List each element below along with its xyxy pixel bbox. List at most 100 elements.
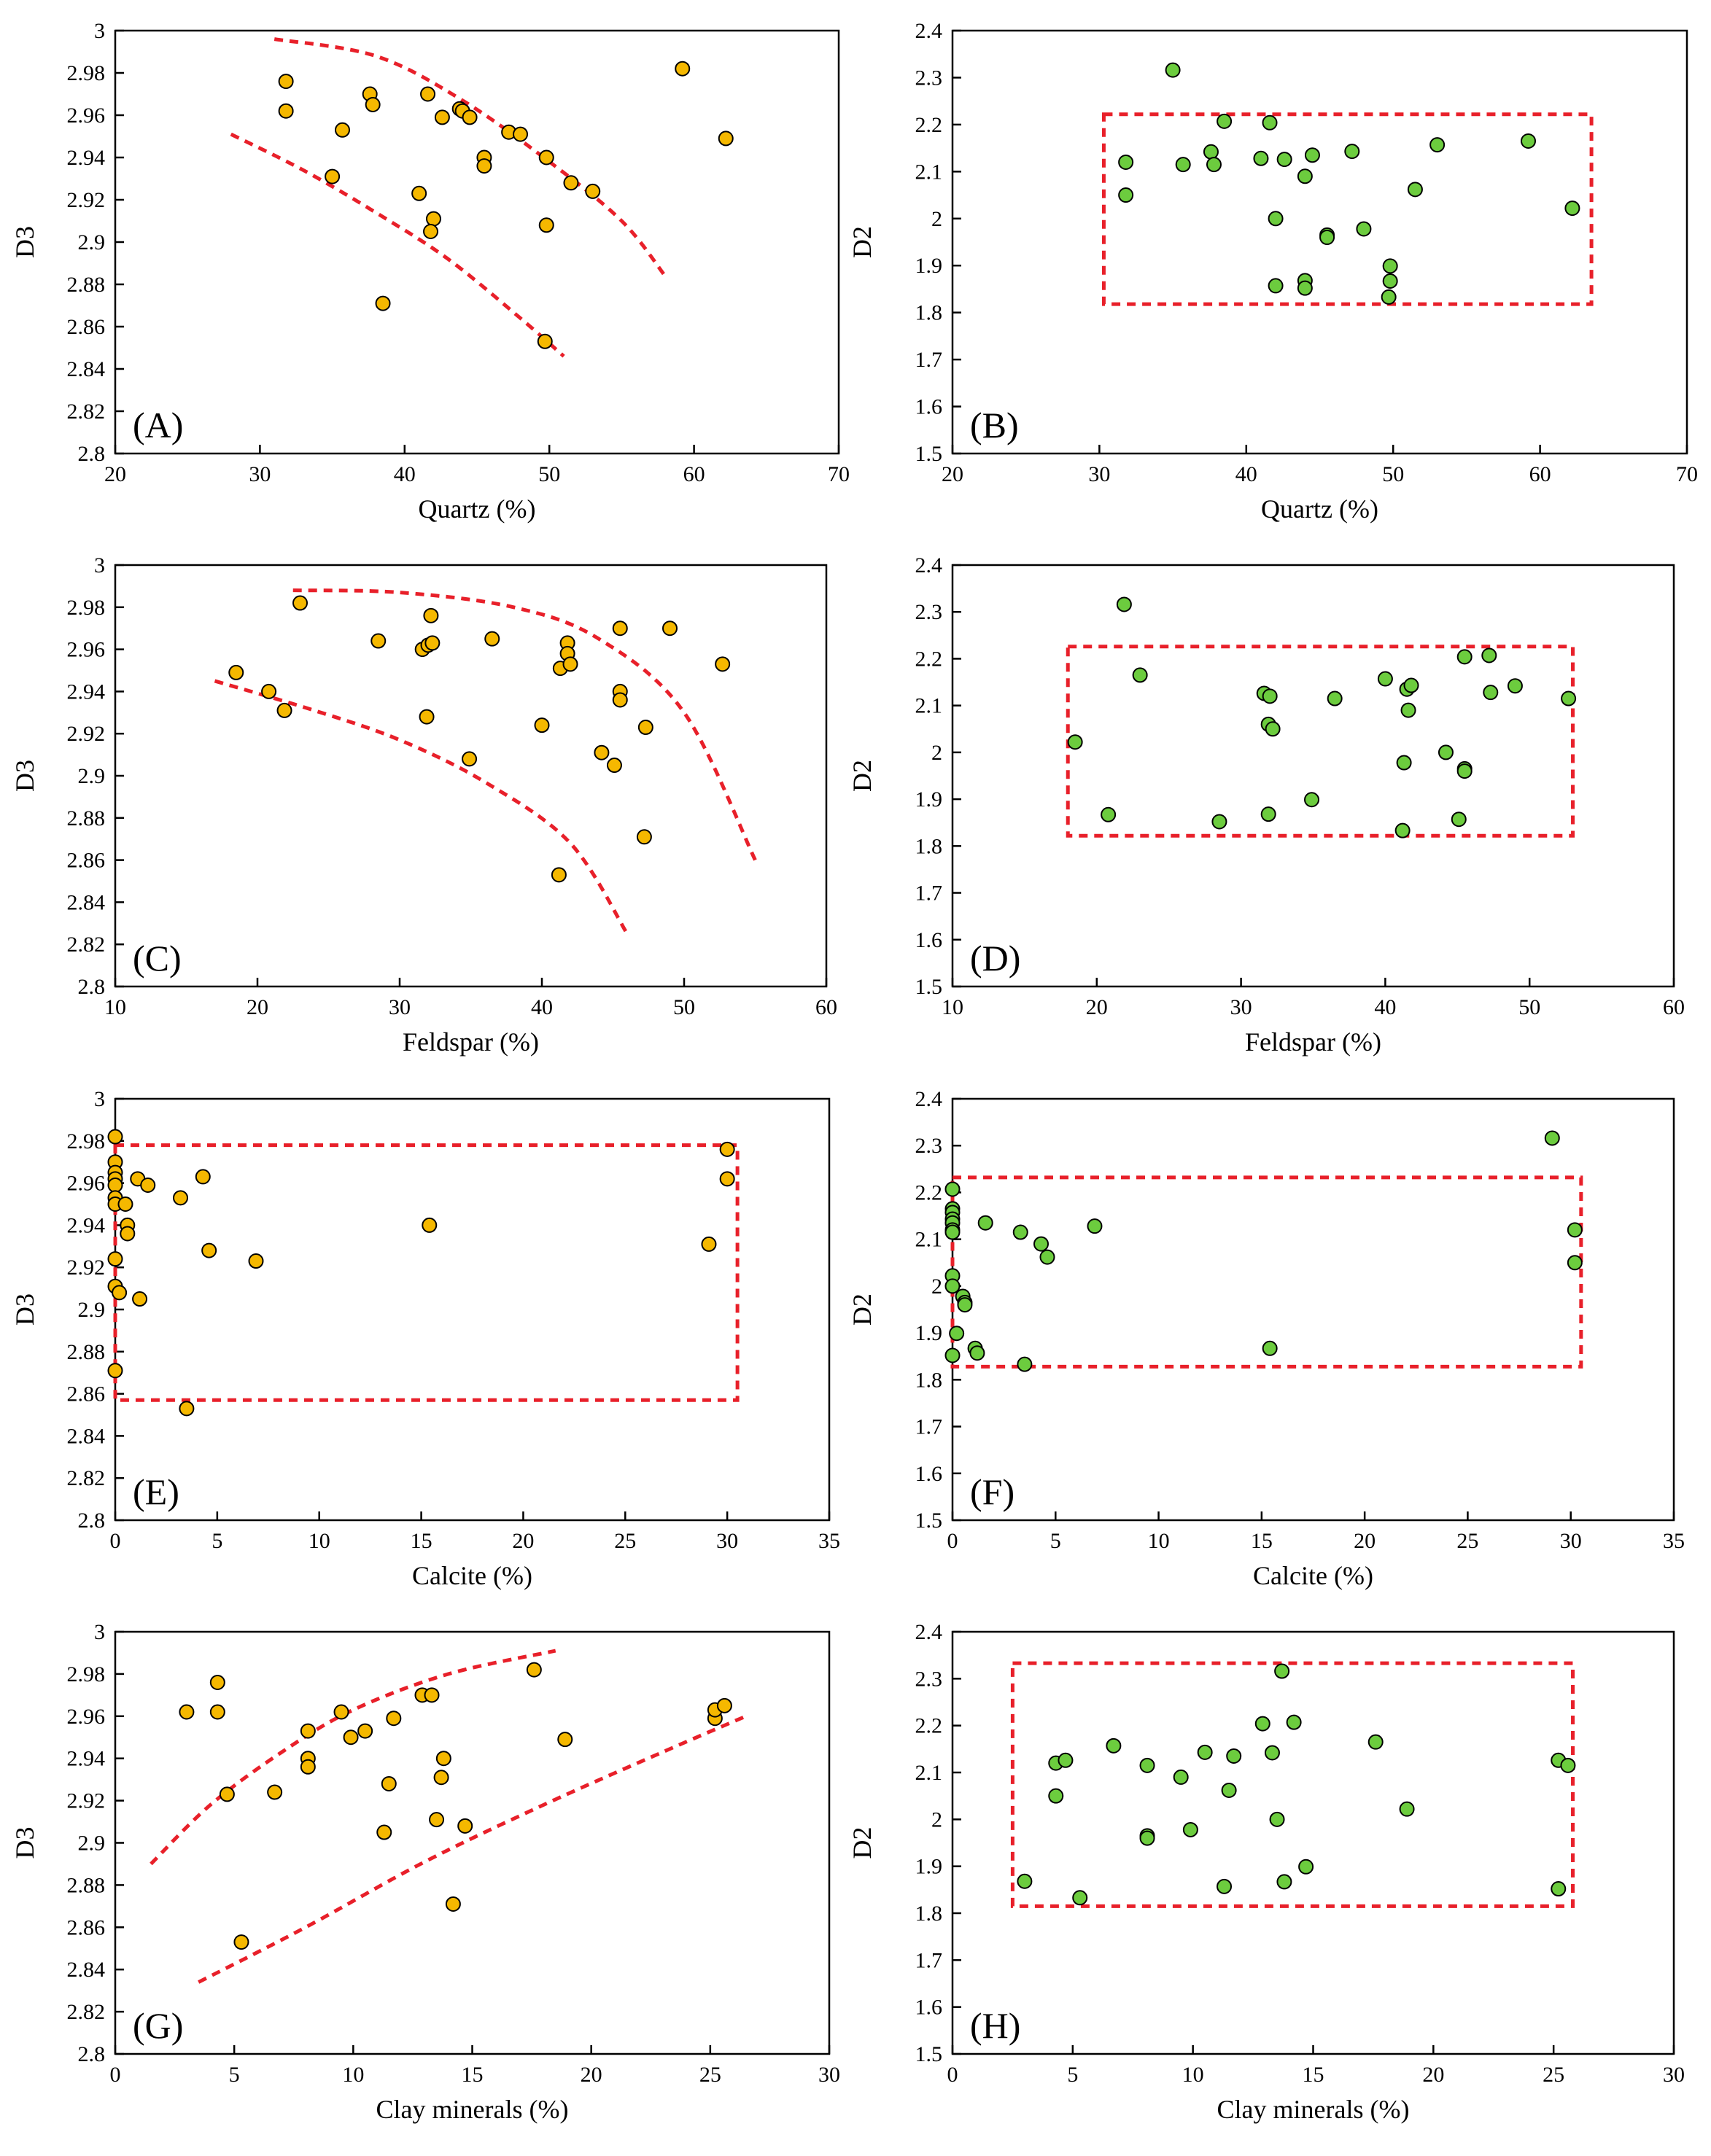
y-tick-label: 2.82 [67, 400, 106, 424]
y-tick-label: 2.8 [78, 2042, 106, 2066]
data-point [1381, 289, 1397, 305]
data-point [343, 1729, 359, 1746]
panel-label: (B) [970, 405, 1019, 445]
x-tick-label: 20 [512, 1529, 534, 1553]
dashed-region-box [950, 1175, 1583, 1369]
x-tick-label: 25 [1456, 1529, 1478, 1553]
y-tick-label: 2.92 [67, 188, 106, 212]
x-tick-label: 10 [342, 2063, 364, 2087]
y-tick-label: 2.2 [915, 1180, 943, 1205]
data-point [1438, 744, 1454, 760]
data-point [719, 1171, 735, 1187]
data-point [1217, 1878, 1233, 1894]
y-tick-label: 1.9 [915, 254, 943, 278]
plot-frame [114, 564, 828, 988]
x-axis-label: Feldspar (%) [403, 1027, 539, 1056]
x-tick-label: 70 [1676, 462, 1698, 486]
data-point [944, 1278, 961, 1294]
x-tick-label: 0 [947, 2063, 958, 2087]
data-point [375, 295, 391, 311]
x-tick-label: 15 [1251, 1529, 1273, 1553]
y-tick-label: 2.8 [78, 1509, 106, 1533]
data-point [1118, 187, 1134, 203]
y-axis-label: D2 [847, 1293, 877, 1326]
y-tick-label: 2.9 [78, 230, 106, 254]
x-tick-label: 40 [1235, 462, 1257, 486]
data-point [386, 1711, 402, 1727]
x-tick-label: 50 [538, 462, 560, 486]
data-point [957, 1297, 973, 1313]
data-point [1175, 157, 1191, 173]
data-point [1058, 1752, 1074, 1768]
y-axis-label: D3 [10, 1293, 39, 1326]
chart-panel-6: 0 5 10 15 20 25 30 35 1.5 1.6 1.7 1.8 1.9 2 2.1 2.2 2.3 2… [847, 1087, 1685, 1590]
data-point [267, 1784, 283, 1800]
data-point [1262, 688, 1278, 704]
panel-label: (H) [970, 2005, 1020, 2046]
data-point [1520, 133, 1536, 149]
y-tick-label: 2.1 [915, 160, 943, 184]
x-tick-label: 30 [818, 2063, 840, 2087]
x-axis-label: Clay minerals (%) [1217, 2095, 1410, 2124]
data-point [1483, 685, 1499, 701]
data-point [462, 109, 478, 125]
x-axis-label: Quartz (%) [1261, 494, 1378, 524]
data-point [1262, 1340, 1278, 1356]
y-tick-label: 2.94 [67, 680, 106, 704]
data-point [292, 595, 308, 611]
y-axis-label: D2 [847, 1827, 877, 1859]
y-tick-label: 2.3 [915, 600, 943, 624]
data-point [1564, 201, 1580, 217]
data-point [261, 683, 277, 699]
data-point [537, 333, 553, 349]
data-point [1356, 221, 1372, 237]
data-point [357, 1723, 373, 1739]
y-tick-label: 1.7 [915, 1415, 943, 1439]
data-point [179, 1401, 195, 1417]
data-point [1377, 671, 1393, 687]
y-tick-label: 2.84 [67, 1424, 106, 1448]
data-point [1203, 144, 1219, 160]
data-point [300, 1759, 316, 1775]
y-tick-label: 2.88 [67, 1340, 106, 1364]
data-point [1429, 137, 1446, 153]
data-point [370, 633, 387, 649]
data-point [1254, 1716, 1270, 1732]
data-point [1297, 168, 1313, 184]
data-point [636, 829, 652, 845]
x-tick-label: 50 [673, 995, 695, 1019]
data-point [1132, 667, 1148, 683]
chart-panel-2: 20 30 40 50 60 70 1.5 1.6 1.7 1.8 1.9 2 2.1 2.2 2.3 2.4… [847, 19, 1698, 524]
x-tick-label: 60 [1663, 995, 1685, 1019]
data-point [107, 1251, 123, 1267]
data-point [1211, 814, 1227, 830]
y-axis-label: D3 [10, 1827, 39, 1859]
data-point [716, 1697, 732, 1713]
x-tick-label: 20 [1354, 1529, 1376, 1553]
data-point [179, 1704, 195, 1720]
x-axis-label: Calcite (%) [412, 1561, 532, 1590]
x-tick-label: 25 [699, 2063, 721, 2087]
data-point [701, 1236, 717, 1252]
plot-frame [951, 29, 1688, 455]
y-tick-label: 2.84 [67, 357, 106, 381]
data-point [1544, 1130, 1560, 1146]
data-point [637, 720, 653, 736]
y-tick-label: 2.86 [67, 849, 106, 873]
data-point [1269, 1811, 1285, 1827]
y-tick-label: 1.8 [915, 834, 943, 858]
data-point [1017, 1356, 1033, 1372]
y-tick-label: 2.4 [915, 1087, 943, 1111]
data-point [1399, 1801, 1415, 1817]
data-point [1139, 1830, 1155, 1846]
y-tick-label: 1.7 [915, 348, 943, 372]
y-tick-label: 2.1 [915, 1228, 943, 1252]
y-tick-label: 3 [94, 1620, 105, 1644]
chart-panel-5: 0 5 10 15 20 25 30 35 2.8 2.82 2.84 2.86 2.88 2.9 2.92… [10, 1087, 840, 1590]
panel-label: (D) [970, 938, 1020, 978]
data-point [1567, 1222, 1583, 1238]
y-tick-label: 2.88 [67, 1873, 106, 1897]
data-point [1116, 596, 1132, 612]
data-point [1304, 792, 1320, 808]
data-point [1382, 258, 1398, 274]
